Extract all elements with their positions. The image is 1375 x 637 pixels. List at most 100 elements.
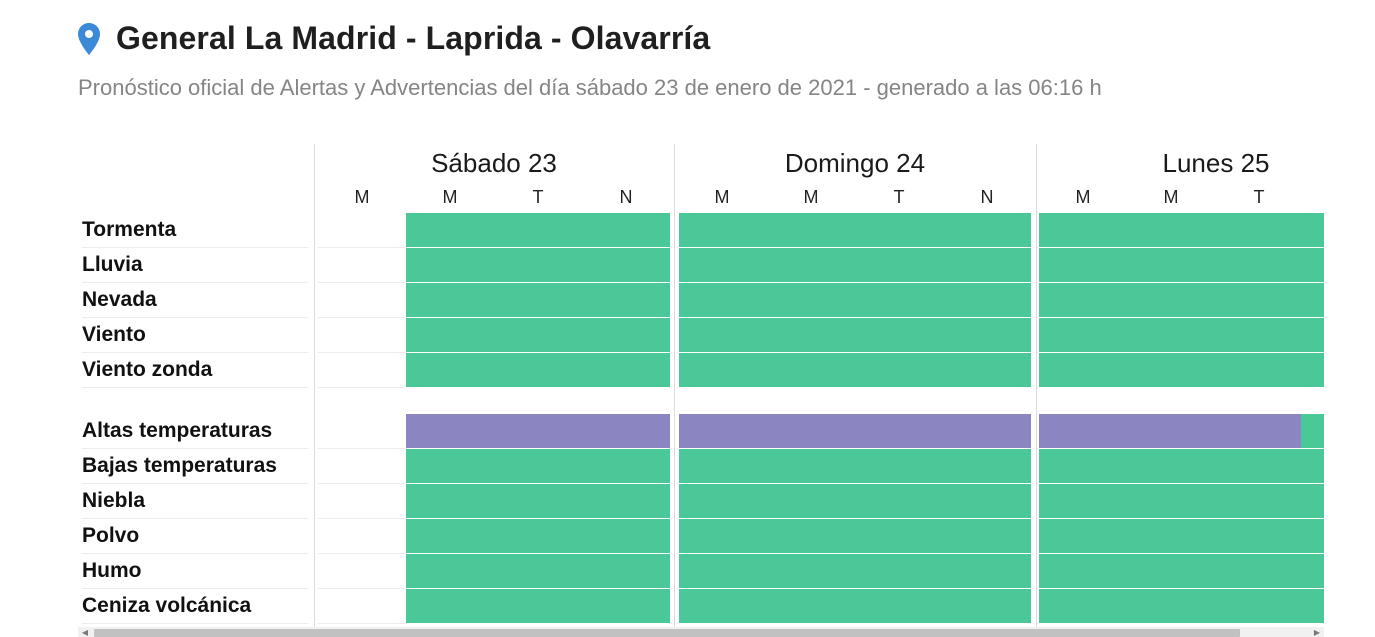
alert-cell[interactable]: [679, 353, 1031, 387]
alert-cell[interactable]: [406, 484, 670, 518]
alert-cell[interactable]: [679, 318, 1031, 352]
alert-cell[interactable]: [1039, 589, 1324, 623]
empty-cell: [318, 519, 404, 554]
alert-cell[interactable]: [1039, 283, 1324, 317]
alert-cell[interactable]: [406, 519, 670, 553]
period-label: T: [532, 187, 544, 207]
no-alert-segment: [679, 283, 1031, 317]
alert-cell[interactable]: [1039, 318, 1324, 352]
alerts-grid[interactable]: Tormenta Lluvia Nevada Viento Viento zonda Al…: [78, 144, 1324, 627]
horizontal-scrollbar[interactable]: ◀ ▶: [78, 627, 1324, 637]
alert-cell[interactable]: [679, 519, 1031, 553]
no-alert-segment: [1039, 484, 1324, 518]
alert-cell[interactable]: [1039, 248, 1324, 282]
no-alert-segment: [1039, 318, 1324, 352]
day-header: Lunes 25: [1162, 148, 1270, 178]
empty-cell: [318, 484, 404, 519]
day-header: Sábado 23: [431, 148, 557, 178]
empty-cell: [318, 589, 404, 624]
no-alert-segment: [1039, 589, 1324, 623]
alert-cell[interactable]: [406, 248, 670, 282]
alert-cell[interactable]: [1039, 414, 1324, 448]
phenomenon-label: Humo: [82, 554, 308, 589]
day-divider: [674, 144, 675, 627]
period-label: M: [714, 187, 730, 207]
period-label: M: [803, 187, 819, 207]
no-alert-segment: [679, 353, 1031, 387]
no-alert-segment: [406, 554, 670, 588]
alert-cell[interactable]: [679, 414, 1031, 448]
no-alert-segment: [1039, 519, 1324, 553]
no-alert-segment: [679, 554, 1031, 588]
phenomenon-label: Nevada: [82, 283, 308, 318]
no-alert-segment: [679, 449, 1031, 483]
period-label: N: [980, 187, 994, 207]
alert-cell[interactable]: [406, 283, 670, 317]
alert-cell[interactable]: [406, 213, 670, 247]
no-alert-segment: [406, 519, 670, 553]
empty-cell: [318, 283, 404, 318]
phenomenon-label: Bajas temperaturas: [82, 449, 308, 484]
forecast-subtitle: Pronóstico oficial de Alertas y Adverten…: [78, 75, 1102, 100]
empty-cell: [318, 213, 404, 248]
alert-cell[interactable]: [679, 484, 1031, 518]
alert-cell[interactable]: [406, 449, 670, 483]
period-label: T: [1253, 187, 1265, 207]
day-header: Domingo 24: [784, 148, 926, 178]
phenomenon-label: Lluvia: [82, 248, 308, 283]
no-alert-segment: [406, 589, 670, 623]
advisory-segment: [1039, 414, 1302, 448]
empty-cell: [318, 449, 404, 484]
empty-cell: [318, 318, 404, 353]
no-alert-segment: [679, 589, 1031, 623]
no-alert-segment: [679, 248, 1031, 282]
period-label: T: [893, 187, 905, 207]
alert-cell[interactable]: [1039, 484, 1324, 518]
alert-cell[interactable]: [679, 248, 1031, 282]
empty-cell: [318, 353, 404, 388]
day-divider: [1036, 144, 1037, 627]
phenomenon-label: Viento: [82, 318, 308, 353]
phenomenon-label: Polvo: [82, 519, 308, 554]
alert-cell[interactable]: [1039, 449, 1324, 483]
phenomenon-label: Niebla: [82, 484, 308, 519]
no-alert-segment: [1039, 283, 1324, 317]
alert-cell[interactable]: [679, 213, 1031, 247]
period-label: M: [1075, 187, 1091, 207]
scrollbar-thumb[interactable]: [94, 629, 1240, 637]
period-label: M: [354, 187, 370, 207]
no-alert-segment: [406, 248, 670, 282]
alert-cell[interactable]: [406, 414, 670, 448]
alert-cell[interactable]: [406, 353, 670, 387]
period-label: N: [619, 187, 633, 207]
alert-cell[interactable]: [679, 449, 1031, 483]
advisory-segment: [406, 414, 670, 448]
period-label: M: [442, 187, 458, 207]
no-alert-segment: [679, 213, 1031, 247]
alert-cell[interactable]: [1039, 519, 1324, 553]
no-alert-segment: [406, 449, 670, 483]
alert-cell[interactable]: [406, 554, 670, 588]
map-pin-icon: [78, 22, 100, 55]
advisory-segment: [679, 414, 1031, 448]
phenomenon-label: Altas temperaturas: [82, 414, 308, 449]
no-alert-segment: [406, 353, 670, 387]
alert-cell[interactable]: [679, 283, 1031, 317]
phenomenon-label: Tormenta: [82, 213, 308, 248]
no-alert-segment: [1039, 449, 1324, 483]
alert-cell[interactable]: [1039, 213, 1324, 247]
alert-cell[interactable]: [679, 554, 1031, 588]
alert-cell[interactable]: [1039, 353, 1324, 387]
alert-cell[interactable]: [1039, 554, 1324, 588]
scroll-left-icon[interactable]: ◀: [81, 628, 89, 637]
alert-cell[interactable]: [406, 589, 670, 623]
alert-cell[interactable]: [679, 589, 1031, 623]
title-row: General La Madrid - Laprida - Olavarría: [78, 20, 710, 57]
scroll-right-icon[interactable]: ▶: [1313, 628, 1321, 637]
period-label: M: [1163, 187, 1179, 207]
day-divider: [314, 144, 315, 627]
alert-cell[interactable]: [406, 318, 670, 352]
no-alert-segment: [406, 213, 670, 247]
page-title: General La Madrid - Laprida - Olavarría: [116, 20, 711, 56]
